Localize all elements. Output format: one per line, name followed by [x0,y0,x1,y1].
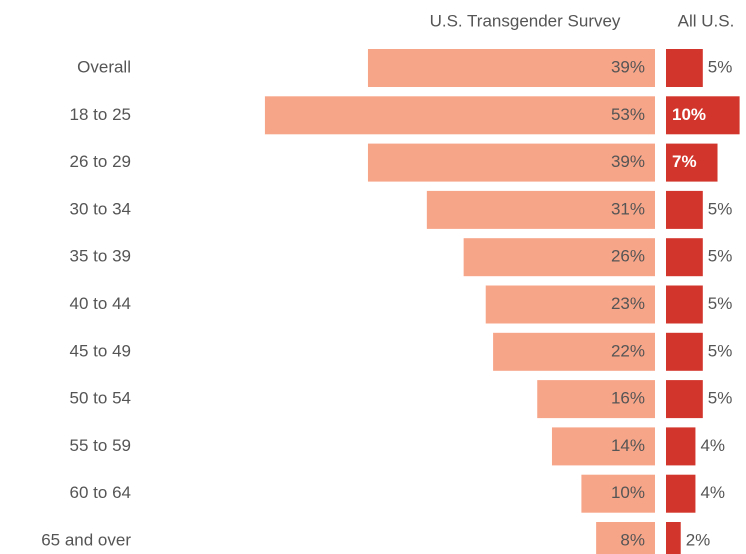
value-label: 5% [708,247,733,266]
bar [666,474,696,513]
bar [666,238,703,277]
bar [666,285,703,324]
bar [264,96,655,135]
bar [367,49,655,87]
category-label: 60 to 64 [70,483,131,502]
category-label: 30 to 34 [70,199,131,218]
bar [666,143,718,182]
bar [537,380,655,419]
value-label: 39% [611,57,645,76]
bar [367,143,655,182]
series-header: All U.S. [678,11,735,30]
value-label: 23% [611,294,645,313]
bar [485,285,655,324]
value-label: 16% [611,389,645,408]
bar [596,522,655,554]
value-label: 8% [620,530,645,549]
value-label: 5% [708,389,733,408]
bar [426,190,655,229]
bar [666,332,703,371]
value-label: 53% [611,105,645,124]
category-label: 35 to 39 [70,247,131,266]
value-label: 4% [700,436,725,455]
bar [666,190,703,229]
value-label: 5% [708,294,733,313]
category-label: 65 and over [41,530,131,549]
bar [551,427,655,466]
value-label: 22% [611,341,645,360]
series-header: U.S. Transgender Survey [430,11,621,30]
value-label: 10% [611,483,645,502]
value-label: 7% [672,152,697,171]
value-label: 14% [611,436,645,455]
bar [666,49,703,87]
category-label: Overall [77,57,131,76]
bar [666,380,703,419]
category-label: 50 to 54 [70,389,131,408]
value-label: 39% [611,152,645,171]
category-label: 45 to 49 [70,341,131,360]
bar [666,96,740,135]
value-label: 26% [611,247,645,266]
bar [666,522,681,554]
bar [493,332,655,371]
value-label: 2% [686,530,711,549]
value-label: 4% [700,483,725,502]
category-label: 26 to 29 [70,152,131,171]
value-label: 5% [708,341,733,360]
category-label: 18 to 25 [70,105,131,124]
value-label: 5% [708,199,733,218]
value-label: 5% [708,57,733,76]
value-label: 10% [672,105,706,124]
category-label: 40 to 44 [70,294,131,313]
bar [463,238,655,277]
bar [581,474,655,513]
bar [666,427,696,466]
category-label: 55 to 59 [70,436,131,455]
value-label: 31% [611,199,645,218]
